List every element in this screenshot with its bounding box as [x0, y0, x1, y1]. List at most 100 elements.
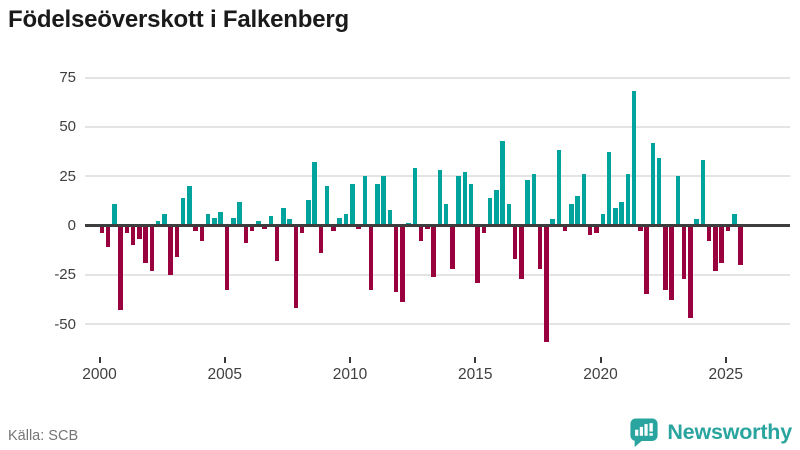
bar-negative [393, 225, 399, 293]
bar-negative [725, 225, 731, 232]
bar-negative [706, 225, 712, 242]
zero-axis-line [85, 224, 790, 227]
bar-positive [494, 189, 499, 226]
bar-positive [180, 197, 186, 226]
bar-negative [519, 225, 524, 279]
bar-positive [506, 203, 512, 226]
bar-negative [713, 225, 718, 271]
x-axis-label: 2005 [207, 366, 242, 383]
bar-negative [130, 225, 136, 246]
chart-title: Födelseöverskott i Falkenberg [8, 6, 349, 33]
bar-negative [562, 225, 568, 232]
bar-negative [199, 225, 205, 242]
bar-negative [544, 225, 549, 342]
bar-negative [124, 225, 130, 234]
bar-negative [274, 225, 280, 261]
x-axis-label: 2020 [583, 366, 618, 383]
bar-positive [337, 217, 342, 226]
bar-negative [537, 225, 543, 269]
bar-negative [193, 225, 198, 232]
bar-negative [644, 225, 649, 295]
bar-negative [638, 225, 643, 232]
bar-positive [112, 203, 117, 226]
bar-negative [368, 225, 374, 291]
bar-positive [575, 195, 580, 226]
bar-positive [613, 207, 618, 226]
bar-positive [237, 201, 242, 226]
bar-positive [343, 213, 349, 226]
bar-negative [168, 225, 173, 275]
bar-negative [681, 225, 687, 279]
bar-negative [587, 225, 593, 236]
gridline [85, 323, 790, 325]
bar-positive [205, 213, 211, 226]
bar-negative [137, 225, 142, 240]
bar-positive [631, 91, 637, 226]
bar-negative [149, 225, 155, 271]
bar-positive [437, 170, 443, 226]
bar-positive [287, 219, 292, 226]
bar-positive [656, 158, 662, 226]
newsworthy-bubble-icon [629, 417, 659, 448]
x-axis-tick [599, 357, 602, 363]
bar-positive [700, 160, 706, 226]
bar-negative [174, 225, 180, 257]
bar-positive [268, 215, 274, 226]
bar-negative [99, 225, 104, 234]
bar-positive [625, 174, 631, 226]
bar-positive [443, 203, 449, 226]
bar-negative [425, 225, 430, 230]
bar-negative [299, 225, 305, 234]
bar-negative [663, 225, 668, 291]
bar-positive [606, 152, 612, 226]
x-axis-tick [724, 357, 727, 363]
gridline [85, 175, 790, 178]
bar-negative [688, 225, 693, 319]
bar-positive [556, 150, 562, 226]
bar-positive [312, 162, 317, 226]
bar-negative [669, 225, 674, 301]
bar-positive [162, 213, 167, 226]
bar-positive [569, 203, 574, 226]
bar-positive [231, 217, 236, 226]
bar-positive [619, 201, 624, 226]
bar-positive [694, 219, 699, 226]
bar-negative [105, 225, 111, 248]
bar-negative [143, 225, 148, 263]
x-axis-label: 2010 [332, 366, 368, 383]
newsworthy-wordmark: Newsworthy [667, 419, 792, 444]
bar-positive [456, 176, 461, 226]
bar-positive [550, 219, 555, 226]
gridline [85, 125, 790, 128]
bar-negative [243, 225, 249, 244]
y-axis-label: 50 [59, 118, 76, 136]
bar-positive [281, 207, 286, 226]
gridline [85, 76, 790, 79]
bar-positive [155, 221, 161, 226]
bar-negative [594, 225, 599, 234]
bar-positive [324, 185, 330, 226]
gridline [85, 273, 790, 276]
bar-negative [249, 225, 255, 232]
x-axis-tick [98, 357, 101, 363]
bar-positive [487, 197, 493, 226]
bar-negative [318, 225, 324, 253]
bar-negative [418, 225, 424, 242]
y-axis-label: 0 [67, 216, 76, 234]
bar-negative [475, 225, 480, 283]
newsworthy-logo[interactable]: Newsworthy [629, 415, 792, 449]
bar-positive [306, 199, 311, 226]
bar-negative [431, 225, 436, 277]
bar-positive [531, 174, 537, 226]
bar-negative [719, 225, 724, 263]
bar-positive [500, 140, 505, 226]
bar-negative [512, 225, 518, 259]
bar-positive [212, 217, 217, 226]
bar-negative [356, 225, 361, 230]
bar-negative [481, 225, 486, 234]
bar-positive [256, 221, 261, 226]
x-axis-tick [223, 357, 226, 363]
x-axis-tick [349, 357, 351, 363]
y-axis-label: 25 [59, 167, 76, 185]
